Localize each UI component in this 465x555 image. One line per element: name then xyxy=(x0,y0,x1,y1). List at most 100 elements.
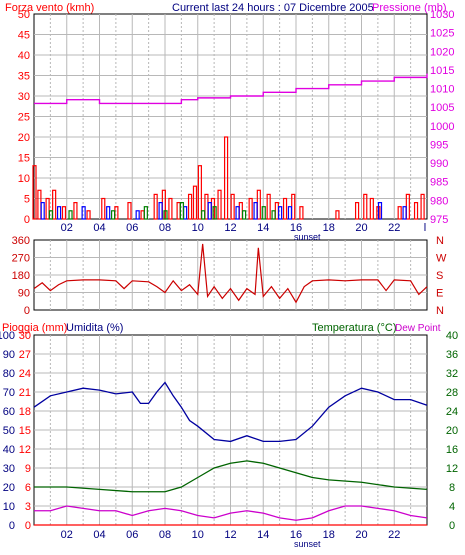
direction-tick-label: 270 xyxy=(12,253,30,265)
sunset-label-bottom: sunset xyxy=(294,539,321,549)
wind-bar xyxy=(420,193,425,220)
time-tick-label-bottom: 04 xyxy=(93,529,105,541)
time-tick-label-top: 06 xyxy=(126,222,138,234)
humidity-line xyxy=(33,381,428,443)
time-tick-label-bottom: 22 xyxy=(388,529,400,541)
wind-tick-label: 40 xyxy=(18,50,30,62)
time-tick-label-bottom: 12 xyxy=(224,529,236,541)
temperature-tick-label: 4 xyxy=(449,501,455,513)
wind-tick-label: 20 xyxy=(18,132,30,144)
wind-bar-#008000 xyxy=(48,210,53,220)
direction-tick-label: 90 xyxy=(18,288,30,300)
wind-bar xyxy=(73,202,78,220)
data-layer xyxy=(32,73,428,526)
rain-tick-label: 12 xyxy=(19,444,31,456)
direction-line xyxy=(33,243,428,304)
wind-title: Forza vento (kmh) xyxy=(5,2,94,14)
wind-tick-label: 15 xyxy=(18,153,30,165)
wind-bar-#0000ff xyxy=(235,206,240,220)
wind-bar-#008000 xyxy=(261,206,266,220)
wind-bar-#0000ff xyxy=(253,202,258,220)
time-tick-label-bottom: 16 xyxy=(290,529,302,541)
wind-bar-#008000 xyxy=(68,210,73,220)
pressure-tick-label: 985 xyxy=(430,177,448,189)
rain-tick-label: 24 xyxy=(19,368,31,380)
wind-tick-label: 25 xyxy=(18,112,30,124)
humidity-tick-label: 70 xyxy=(3,387,15,399)
wind-bar xyxy=(397,206,402,220)
compass-tick-label: N xyxy=(436,235,444,247)
wind-bar-#0000ff xyxy=(40,202,45,220)
wind-tick-label: 30 xyxy=(18,91,30,103)
chart-title: Current last 24 hours : 07 Dicembre 2005 xyxy=(172,2,374,14)
wind-bar-#008000 xyxy=(242,210,247,220)
direction-tick-label: 180 xyxy=(12,270,30,282)
wind-bar xyxy=(217,189,222,220)
wind-bar xyxy=(335,210,340,220)
humidity-title: Umidita (%) xyxy=(66,322,123,334)
wind-tick-label: 0 xyxy=(24,214,30,226)
temperature-tick-label: 0 xyxy=(449,520,455,532)
temperature-title: Temperatura (°C) xyxy=(312,322,396,334)
rain-tick-label: 3 xyxy=(25,501,31,513)
humidity-tick-label: 100 xyxy=(0,330,15,342)
wind-tick-label: 5 xyxy=(24,194,30,206)
wind-bar xyxy=(266,193,271,220)
time-tick-label-top: 08 xyxy=(159,222,171,234)
pressure-tick-label: 980 xyxy=(430,195,448,207)
wind-bar-#008000 xyxy=(179,202,184,220)
dewpoint-title: Dew Point xyxy=(395,323,441,334)
wind-bar-#008000 xyxy=(212,206,217,220)
temperature-tick-label: 28 xyxy=(446,387,458,399)
time-tick-label-top: l xyxy=(424,222,426,234)
temperature-tick-label: 16 xyxy=(446,444,458,456)
time-tick-label-bottom: 14 xyxy=(257,529,269,541)
time-tick-label-top: 18 xyxy=(323,222,335,234)
temperature-tick-label: 36 xyxy=(446,349,458,361)
rain-tick-label: 27 xyxy=(19,349,31,361)
time-tick-label-top: 14 xyxy=(257,222,269,234)
wind-bar xyxy=(282,197,288,220)
time-tick-label-bottom: 10 xyxy=(192,529,204,541)
pressure-tick-label: 1025 xyxy=(430,28,454,40)
time-tick-label-top: 04 xyxy=(93,222,105,234)
wind-bar xyxy=(413,202,419,220)
wind-bar-#008000 xyxy=(271,210,276,220)
wind-bar xyxy=(369,197,374,220)
pressure-title: Pressione (mb) xyxy=(372,2,447,14)
wind-bar xyxy=(192,185,198,220)
wind-bar xyxy=(101,197,106,220)
wind-bar-#008000 xyxy=(110,210,116,220)
wind-bar xyxy=(354,202,360,220)
time-tick-label-bottom: 02 xyxy=(61,529,73,541)
wind-bar-#0000ff xyxy=(278,206,283,220)
wind-bar xyxy=(223,136,229,220)
rain-tick-label: 30 xyxy=(19,330,31,342)
dewpoint-line xyxy=(34,505,428,521)
wind-bar-#008000 xyxy=(163,210,168,220)
humidity-tick-label: 60 xyxy=(3,406,15,418)
time-tick-label-bottom: 08 xyxy=(159,529,171,541)
wind-tick-label: 35 xyxy=(18,71,30,83)
humidity-tick-label: 40 xyxy=(3,444,15,456)
compass-tick-label: N xyxy=(436,305,444,317)
wind-bar xyxy=(127,202,132,220)
wind-bar xyxy=(187,193,193,220)
wind-bar xyxy=(32,165,37,220)
pressure-line xyxy=(34,73,428,105)
humidity-tick-label: 0 xyxy=(9,520,15,532)
wind-bar-#0000ff xyxy=(207,202,212,220)
wind-tick-label: 45 xyxy=(18,30,30,42)
wind-bar xyxy=(168,197,173,220)
humidity-tick-label: 20 xyxy=(3,482,15,494)
rain-tick-label: 21 xyxy=(19,387,31,399)
wind-bar xyxy=(197,165,202,220)
rain-tick-label: 18 xyxy=(19,406,31,418)
pressure-tick-label: 990 xyxy=(430,158,448,170)
sunset-label-top: sunset xyxy=(294,232,321,242)
wind-bar-#008000 xyxy=(201,210,206,220)
time-tick-label-top: 12 xyxy=(224,222,236,234)
humidity-tick-label: 80 xyxy=(3,368,15,380)
wind-bar xyxy=(248,197,253,220)
